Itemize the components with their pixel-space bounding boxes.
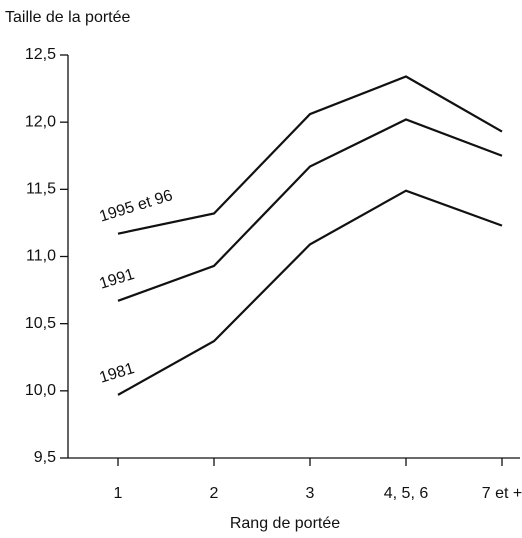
y-tick-label: 9,5 [34, 449, 56, 466]
line-series [117, 189, 503, 396]
x-axis-label: Rang de portée [230, 515, 340, 532]
x-tick-label: 3 [306, 485, 315, 502]
y-tick-label: 12,5 [25, 46, 56, 63]
x-tick-label: 2 [210, 485, 219, 502]
series-label: 1995 et 96 [97, 187, 174, 225]
x-tick-label: 1 [114, 485, 123, 502]
line-series [117, 75, 503, 235]
y-tick-label: 11,0 [26, 248, 56, 265]
x-tick-label: 7 et + [482, 485, 522, 502]
series-label: 1991 [97, 266, 136, 293]
y-tick-label: 11,5 [26, 181, 56, 198]
line-series [117, 118, 503, 302]
y-tick-label: 10,0 [25, 382, 56, 399]
y-tick-label: 12,0 [25, 113, 56, 130]
chart-title: Taille de la portée [5, 9, 131, 26]
x-tick-label: 4, 5, 6 [384, 485, 429, 502]
y-tick-label: 10,5 [25, 315, 56, 332]
series-label: 1981 [97, 360, 136, 387]
